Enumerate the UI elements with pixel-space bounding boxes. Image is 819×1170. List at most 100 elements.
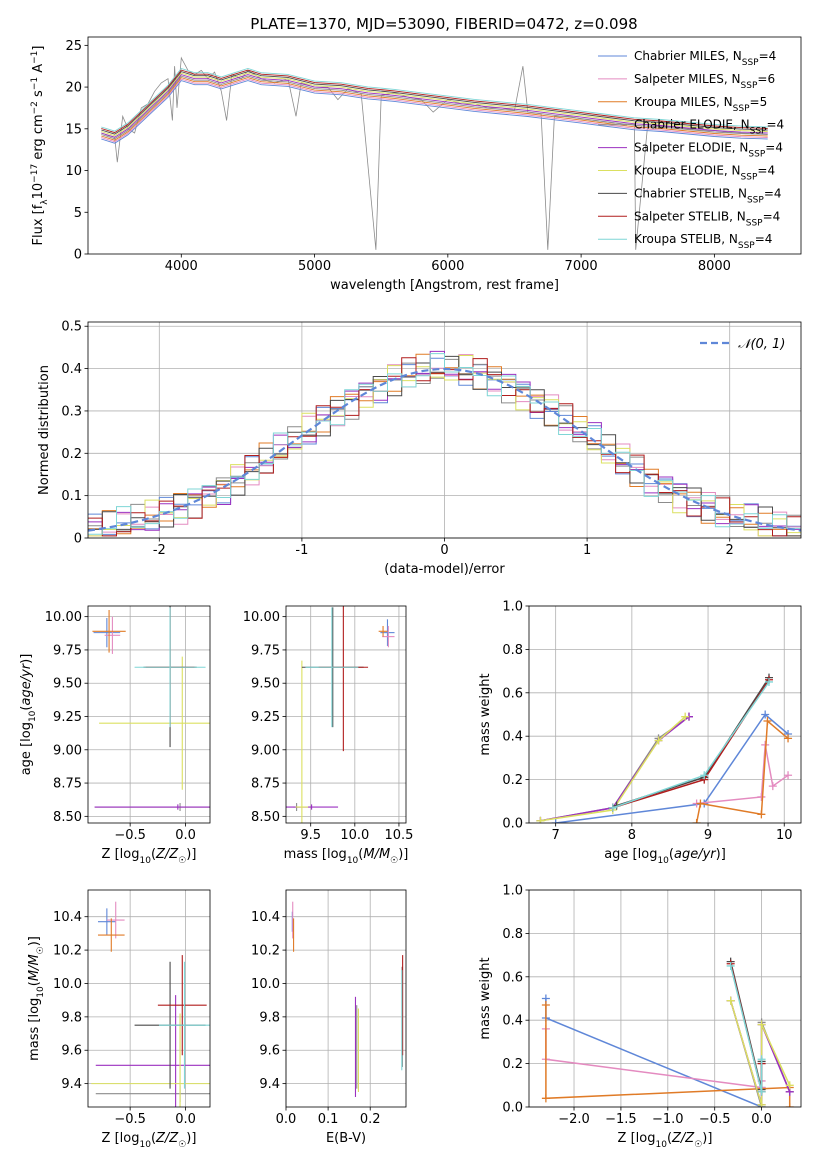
x-axis-label: mass [log10(M/M☉)]: [284, 847, 409, 866]
legend-entry-chabrier-elodie: Chabrier ELODIE, NSSP=4: [634, 118, 784, 137]
spectrum-model-chabrier-miles: [101, 80, 768, 144]
label-part: mass [log: [284, 847, 347, 862]
y-tick-label: 10.2: [251, 944, 280, 959]
y-tick-label: 10.2: [53, 944, 82, 959]
weight-line: [545, 1028, 763, 1089]
x-axis-label: Z [log10(Z/Z☉)]: [102, 1131, 197, 1150]
label-part: (: [667, 1131, 672, 1146]
y-tick-label: 9.00: [53, 743, 82, 758]
x-tick-label: 0.2: [360, 1112, 381, 1127]
y-tick-label: 10.0: [251, 977, 280, 992]
weight-marker: [608, 803, 617, 812]
plot-area: [92, 606, 210, 812]
label-part: A: [31, 64, 46, 77]
errorbar-salpeter-miles: [106, 901, 125, 939]
y-tick-label: 0.1: [61, 489, 82, 504]
errorbar-salpeter-elodie: [94, 804, 210, 810]
label-part: =4: [763, 209, 781, 223]
label-part: age [log: [604, 847, 657, 862]
y-tick-label: 0.0: [502, 1101, 523, 1116]
label-part: mass [log: [27, 998, 42, 1061]
spectrum-model-salpeter-elodie: [101, 74, 768, 138]
label-part: 10: [31, 183, 46, 200]
y-tick-label: 1.0: [502, 600, 523, 615]
label-part: =4: [759, 49, 777, 63]
label-part: SSP: [750, 127, 767, 137]
label-part: −1: [30, 51, 40, 64]
weight-marker: [765, 677, 773, 686]
label-part: SSP: [733, 104, 750, 114]
x-tick-label: 10: [776, 828, 793, 843]
weight-marker: [726, 961, 735, 970]
y-tick-label: 5: [74, 206, 82, 221]
label-part: ☉: [390, 856, 398, 866]
residuals-legend: 𝒩(0, 1): [700, 337, 785, 352]
spectrum-model-kroupa-stelib: [101, 67, 768, 132]
x-tick-label: 0.0: [175, 1112, 196, 1127]
y-axis-label: age [log10(age/yr)]: [19, 654, 38, 776]
y-tick-label: 10.00: [243, 610, 280, 625]
figure-title: PLATE=1370, MJD=53090, FIBERID=0472, z=0…: [250, 15, 637, 33]
weight-marker: [757, 1100, 766, 1107]
label-part: Kroupa STELIB, N: [634, 232, 738, 246]
label-part: Flux [f: [31, 204, 46, 245]
label-part: Chabrier ELODIE, N: [634, 118, 750, 132]
label-part: )]: [27, 936, 42, 946]
y-tick-label: 1.0: [502, 884, 523, 899]
y-tick-label: 0.6: [502, 686, 523, 701]
label-part: Chabrier MILES, N: [634, 49, 742, 63]
y-tick-label: 8.75: [251, 777, 280, 792]
axes-frame: [285, 889, 407, 1108]
legend-entry-chabrier-stelib: Chabrier STELIB, NSSP=4: [634, 186, 782, 205]
weights-chabrier-stelib: [612, 673, 773, 810]
y-tick-label: 10.4: [53, 910, 82, 925]
y-tick-label: 9.6: [61, 1044, 82, 1059]
label-part: =4: [755, 232, 773, 246]
x-tick-label: 7: [552, 828, 560, 843]
y-tick-label: 8.50: [251, 810, 280, 825]
label-part: age [log: [19, 722, 34, 775]
label-part: λ: [40, 199, 50, 205]
spectrum-model-chabrier-elodie: [101, 75, 768, 140]
x-tick-label: −0.5: [699, 1112, 731, 1127]
histogram-kroupa-elodie: [88, 355, 801, 537]
errorbar-salpeter-elodie: [95, 995, 210, 1107]
y-tick-label: 0.4: [502, 1014, 523, 1029]
y-tick-label: 0.5: [61, 320, 82, 335]
weights-kroupa-stelib: [726, 961, 766, 1096]
weight-marker: [681, 712, 690, 721]
weights-kroupa-miles: [692, 717, 793, 823]
panel-weight-vs-Z: −2.0 −1.5 −1.0 −0.5 0.0 0.0 0.2 0.4 0.6 0.8 1.0 Z […: [478, 884, 802, 1150]
x-tick-label: -1: [295, 543, 308, 558]
weights-salpeter-miles: [541, 1024, 766, 1092]
label-part: (: [669, 847, 674, 862]
y-tick-label: 9.75: [251, 643, 280, 658]
label-part: age/yr: [674, 847, 717, 862]
label-part: M/M: [27, 954, 42, 981]
y-tick-label: 8.75: [53, 777, 82, 792]
errorbar-kroupa-miles: [378, 625, 388, 637]
x-tick-label: 0.1: [318, 1112, 339, 1127]
weight-marker: [763, 717, 772, 726]
plot-area: [101, 56, 768, 250]
x-tick-label: −1.0: [652, 1112, 684, 1127]
weight-line: [540, 716, 686, 822]
y-tick-label: 15: [65, 122, 82, 137]
errorbar-kroupa-elodie: [295, 660, 309, 823]
y-tick-label: 0.2: [61, 447, 82, 462]
x-tick-label: −0.5: [114, 1112, 146, 1127]
x-tick-label: 9.5: [300, 828, 321, 843]
y-tick-label: 0.2: [502, 1057, 523, 1072]
label-part: Z [log: [102, 847, 140, 862]
label-part: =6: [757, 72, 775, 86]
weight-marker: [551, 819, 560, 823]
panel-residuals: -2 -1 0 1 2 0 0.1 0.2 0.3 0.4 0.5 (data-model)/erro…: [37, 320, 802, 577]
legend-entry-kroupa-elodie: Kroupa ELODIE, NSSP=4: [634, 164, 775, 183]
label-part: Salpeter MILES, N: [634, 72, 741, 86]
x-tick-label: 1: [583, 543, 591, 558]
x-tick-label: 7000: [565, 259, 598, 274]
legend-entry-chabrier-miles: Chabrier MILES, NSSP=4: [634, 49, 776, 68]
label-part: )]: [702, 1131, 712, 1146]
weight-line: [729, 1000, 791, 1107]
label-part: SSP: [738, 241, 755, 251]
